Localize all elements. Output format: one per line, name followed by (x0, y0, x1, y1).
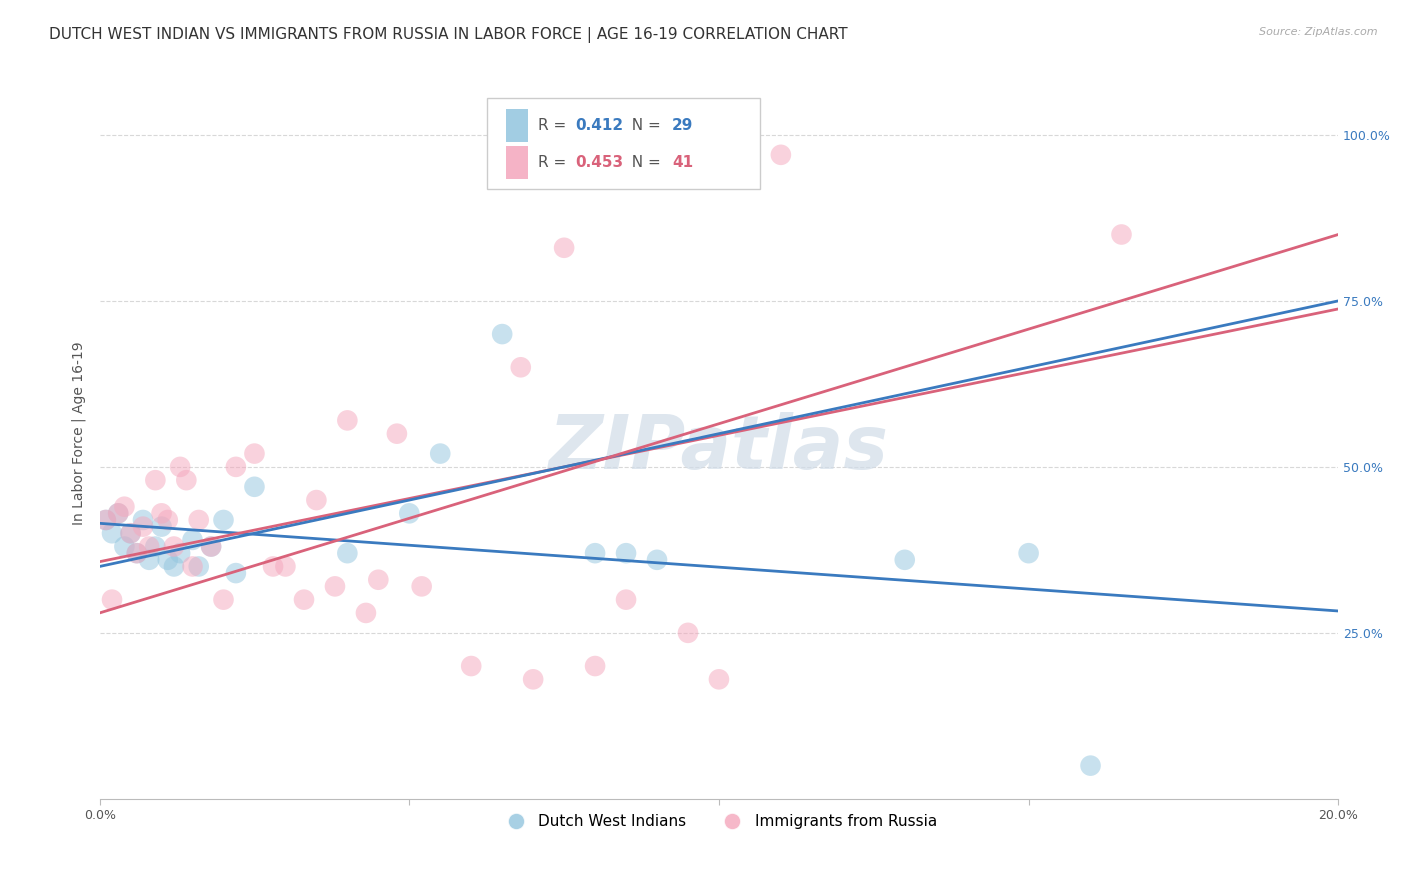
Point (125, 546, 148, 560)
Point (132, 519, 155, 533)
Point (323, 579, 346, 593)
Point (112, 540, 135, 554)
Point (509, 360, 531, 375)
Point (336, 413, 359, 427)
Point (522, 673, 544, 687)
Y-axis label: In Labor Force | Age 16-19: In Labor Force | Age 16-19 (72, 342, 86, 525)
Point (738, 128, 761, 142)
Point (1080, 758, 1102, 772)
Point (132, 513, 155, 527)
Point (614, 592, 637, 607)
FancyBboxPatch shape (506, 109, 529, 142)
Text: 0.412: 0.412 (575, 119, 623, 134)
Point (411, 579, 433, 593)
Point (225, 566, 247, 580)
Point (181, 533, 204, 547)
Point (138, 553, 160, 567)
Point (163, 540, 186, 554)
Point (212, 513, 235, 527)
Text: 29: 29 (672, 119, 693, 134)
Point (243, 480, 266, 494)
Point (460, 659, 482, 673)
Point (1018, 546, 1040, 560)
Point (156, 553, 179, 567)
Point (145, 540, 167, 554)
Point (354, 606, 377, 620)
Point (225, 459, 247, 474)
Point (274, 559, 297, 574)
Point (169, 459, 191, 474)
Point (125, 546, 148, 560)
Point (614, 546, 637, 560)
Point (120, 526, 142, 541)
Point (187, 513, 209, 527)
Point (138, 540, 160, 554)
Text: DUTCH WEST INDIAN VS IMMIGRANTS FROM RUSSIA IN LABOR FORCE | AGE 16-19 CORRELATI: DUTCH WEST INDIAN VS IMMIGRANTS FROM RUS… (49, 27, 848, 43)
Point (145, 473, 167, 487)
Point (769, 148, 792, 162)
FancyBboxPatch shape (506, 146, 529, 179)
Point (101, 526, 124, 541)
FancyBboxPatch shape (488, 98, 759, 189)
Point (292, 592, 315, 607)
Point (243, 447, 266, 461)
Point (305, 493, 328, 508)
Point (181, 559, 204, 574)
Point (107, 506, 129, 520)
Point (120, 526, 142, 541)
Point (156, 513, 179, 527)
Point (176, 473, 198, 487)
Point (169, 546, 191, 560)
Point (112, 500, 135, 514)
Point (107, 506, 129, 520)
Point (150, 519, 173, 533)
Point (163, 559, 186, 574)
Point (94, 513, 117, 527)
Point (367, 573, 389, 587)
Text: N =: N = (623, 155, 666, 170)
Text: ZIPatlas: ZIPatlas (548, 412, 889, 484)
Point (398, 506, 420, 520)
Point (150, 506, 173, 520)
Point (94, 513, 117, 527)
Point (645, 553, 668, 567)
Text: 0.453: 0.453 (575, 155, 623, 170)
Text: N =: N = (623, 119, 666, 134)
Point (553, 241, 575, 255)
Point (212, 592, 235, 607)
Point (200, 540, 222, 554)
Text: 41: 41 (672, 155, 693, 170)
Point (385, 426, 408, 441)
Text: R =: R = (538, 155, 571, 170)
Point (187, 559, 209, 574)
Text: R =: R = (538, 119, 571, 134)
Point (583, 546, 606, 560)
Point (1111, 227, 1133, 242)
Point (200, 540, 222, 554)
Point (336, 546, 359, 560)
Point (429, 447, 451, 461)
Point (101, 592, 124, 607)
Point (491, 327, 513, 342)
Point (893, 553, 915, 567)
Point (262, 559, 284, 574)
Point (583, 659, 606, 673)
Text: Source: ZipAtlas.com: Source: ZipAtlas.com (1260, 27, 1378, 37)
Point (707, 673, 730, 687)
Point (676, 625, 699, 640)
Legend: Dutch West Indians, Immigrants from Russia: Dutch West Indians, Immigrants from Russ… (494, 808, 943, 835)
